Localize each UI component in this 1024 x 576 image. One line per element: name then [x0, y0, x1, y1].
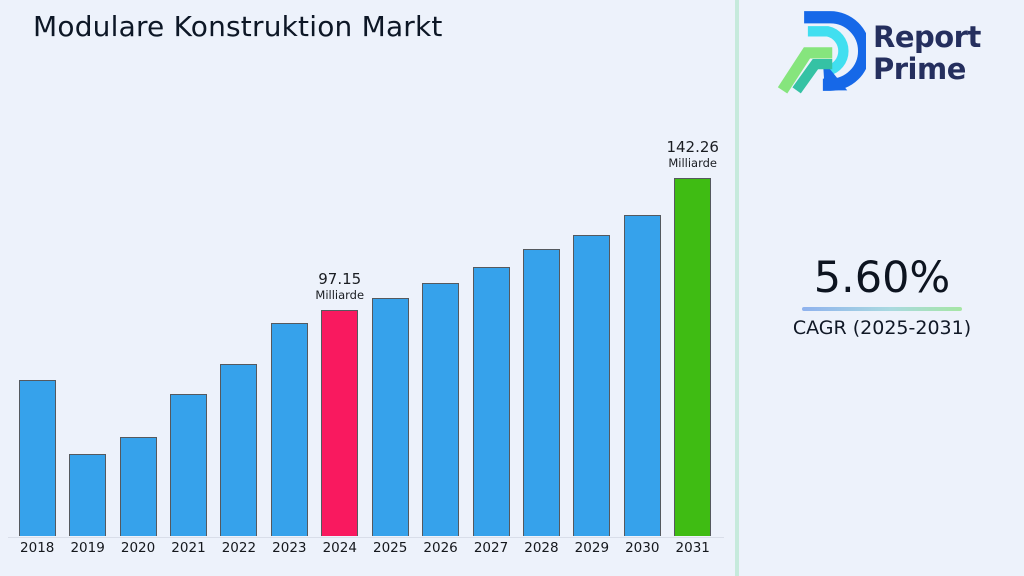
- bar-column-2019: 2019: [62, 454, 112, 560]
- logo-word-prime: Prime: [873, 52, 966, 86]
- bar-column-2018: 2018: [12, 380, 62, 560]
- bar-2020: [119, 437, 157, 536]
- bar-column-2026: 2026: [415, 283, 465, 560]
- bar-2031: [674, 178, 712, 536]
- bar-column-2020: 2020: [113, 437, 163, 560]
- x-tick-2023: 2023: [272, 540, 307, 556]
- x-tick-2019: 2019: [70, 540, 105, 556]
- bar-2025: [371, 298, 409, 536]
- x-tick-2031: 2031: [675, 540, 710, 556]
- x-tick-2020: 2020: [120, 540, 156, 556]
- cagr-underline-accent: [802, 307, 962, 311]
- bar-2019: [69, 454, 107, 536]
- bar-column-2028: 2028: [516, 249, 566, 560]
- x-tick-2021: 2021: [171, 540, 206, 556]
- x-tick-2028: 2028: [524, 540, 559, 556]
- cagr-label: CAGR (2025-2031): [792, 317, 972, 339]
- x-tick-2029: 2029: [574, 540, 610, 556]
- bar-column-2024: 97.15 Milliarde 2024: [315, 270, 365, 560]
- bar-2026: [422, 283, 460, 536]
- x-tick-2024: 2024: [322, 540, 357, 556]
- logo-wordmark: Report Prime: [873, 21, 981, 85]
- report-prime-logo: Report Prime: [776, 6, 981, 100]
- vertical-divider: [735, 0, 739, 576]
- bar-column-2031: 142.26 Milliarde 2031: [666, 138, 719, 560]
- bar-value-label-2024: 97.15 Milliarde: [315, 270, 365, 302]
- page-title: Modulare Konstruktion Markt: [33, 10, 443, 43]
- report-prime-logo-icon: [776, 6, 871, 100]
- bar-2021: [169, 394, 207, 536]
- x-tick-2025: 2025: [372, 540, 408, 556]
- bar-2028: [522, 249, 560, 536]
- bar-column-2025: 2025: [365, 298, 415, 560]
- x-tick-2018: 2018: [20, 540, 55, 556]
- x-axis-line: [8, 537, 724, 538]
- bar-2029: [573, 235, 611, 536]
- x-tick-2026: 2026: [423, 540, 458, 556]
- cagr-block: 5.60% CAGR (2025-2031): [740, 255, 1024, 339]
- bar-chart: 2018 2019 2020 2021 2022 2023 97.15 Milliarde 20…: [12, 15, 719, 560]
- bar-2030: [623, 215, 661, 536]
- x-tick-2030: 2030: [625, 540, 660, 556]
- bar-column-2023: 2023: [264, 323, 314, 560]
- bar-2024: [321, 310, 359, 536]
- bar-2023: [270, 323, 308, 536]
- bar-column-2022: 2022: [214, 364, 264, 560]
- bar-column-2021: 2021: [163, 394, 213, 560]
- bar-value-label-2031: 142.26 Milliarde: [666, 138, 719, 170]
- bar-2018: [18, 380, 56, 536]
- bar-2022: [220, 364, 258, 536]
- x-tick-2022: 2022: [221, 540, 257, 556]
- bar-column-2029: 2029: [567, 235, 617, 560]
- x-tick-2027: 2027: [473, 540, 509, 556]
- bar-column-2027: 2027: [466, 267, 516, 560]
- bar-column-2030: 2030: [617, 215, 667, 560]
- bar-2027: [472, 267, 510, 536]
- logo-word-report: Report: [873, 20, 981, 54]
- cagr-value: 5.60%: [813, 253, 951, 303]
